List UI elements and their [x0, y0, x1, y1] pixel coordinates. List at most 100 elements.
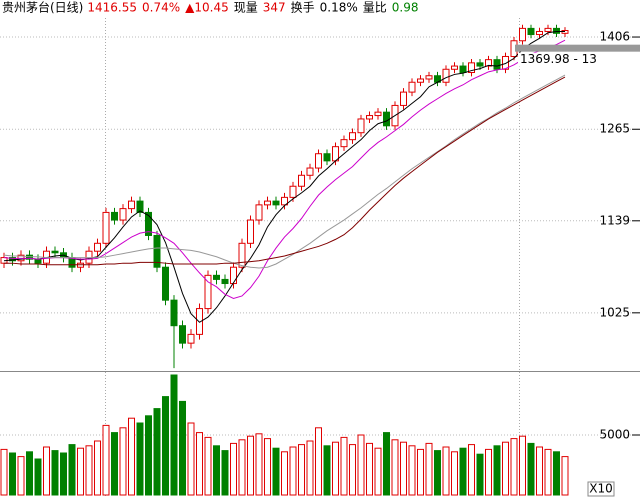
candle-body	[162, 266, 169, 301]
volume-bar	[434, 450, 441, 496]
volume-bar	[136, 422, 144, 496]
quote-field: ▲10.45	[185, 1, 229, 15]
candle-body	[383, 111, 390, 127]
volume-bar	[289, 446, 297, 496]
volume-bar	[553, 451, 560, 496]
candle-body	[230, 266, 237, 285]
candle-body	[204, 274, 212, 310]
volume-bar	[9, 452, 16, 496]
volume-bar	[298, 444, 305, 496]
volume-bar	[17, 456, 25, 496]
volume-bar	[374, 447, 382, 496]
candle-body	[179, 325, 186, 344]
volume-bar	[170, 374, 178, 496]
moving-average-line	[4, 76, 566, 266]
candle-body	[357, 118, 365, 134]
volume-bar	[442, 446, 450, 496]
candle-body	[366, 115, 373, 120]
volume-bar	[451, 451, 458, 496]
candle-body	[553, 27, 560, 34]
volume-bar	[85, 445, 93, 496]
volume-bar	[315, 427, 322, 496]
volume-bar	[391, 439, 399, 496]
candle-body	[102, 211, 110, 244]
candle-body	[34, 258, 42, 264]
volume-bar	[187, 422, 195, 496]
candle-body	[493, 59, 501, 70]
volume-bar	[128, 417, 135, 496]
volume-bar	[272, 447, 280, 496]
volume-bar	[561, 456, 569, 496]
candle-body	[323, 153, 331, 162]
volume-bar	[510, 438, 518, 496]
candle-body	[442, 68, 450, 83]
candle-body	[94, 242, 101, 252]
candle-body	[485, 59, 492, 67]
volume-bar	[102, 424, 110, 496]
y-tick-label: 5000	[599, 428, 630, 442]
volume-bar	[536, 446, 543, 496]
volume-bar	[366, 442, 373, 496]
candle-body	[119, 208, 127, 221]
volume-bar	[213, 445, 220, 496]
candle-body	[476, 62, 484, 67]
volume-bar	[306, 440, 314, 496]
quote-field: 0.98	[392, 1, 419, 15]
candle-body	[502, 55, 509, 70]
candle-body	[519, 27, 526, 42]
volume-bar	[94, 440, 101, 496]
volume-bar	[145, 415, 152, 496]
candle-body	[374, 111, 382, 117]
candle-body	[221, 278, 229, 285]
volume-bar	[476, 453, 484, 496]
volume-bar	[332, 441, 339, 496]
quote-field: 0.18%	[320, 1, 358, 15]
volume-unit: X10	[589, 482, 613, 496]
candle-body	[459, 65, 467, 73]
volume-bar	[493, 445, 501, 496]
quote-field: 量比	[363, 1, 387, 15]
annotation-box	[518, 52, 640, 67]
quote-field: 347	[263, 1, 286, 15]
candle-body	[187, 333, 195, 344]
candle-body	[400, 91, 407, 106]
volume-bar	[527, 442, 535, 496]
candle-body	[527, 27, 535, 36]
moving-average-line	[3, 30, 565, 323]
volume-bar	[544, 448, 552, 496]
volume-bar	[264, 438, 271, 496]
volume-bar	[77, 447, 84, 496]
annotation-bar	[515, 44, 640, 52]
volume-bar	[383, 432, 390, 496]
candle-body	[425, 75, 433, 80]
candle-body	[196, 308, 203, 335]
y-tick-label: 1406	[599, 30, 630, 44]
volume-bar	[204, 436, 212, 496]
volume-bar	[111, 432, 118, 496]
volume-bar	[247, 435, 254, 496]
candle-body	[340, 139, 348, 148]
annotation-label: 1369.98 - 13	[520, 52, 597, 66]
candle-body	[145, 211, 152, 236]
candle-body	[153, 234, 161, 268]
candle-body	[315, 153, 322, 169]
volume-bar	[179, 400, 186, 496]
candle-body	[238, 242, 246, 268]
candle-body	[9, 257, 16, 262]
volume-bar	[0, 448, 8, 496]
volume-bar	[196, 432, 203, 496]
volume-bar	[255, 433, 263, 496]
moving-average-line	[3, 39, 566, 300]
candle-body	[128, 200, 135, 210]
moving-average-line	[3, 74, 566, 269]
volume-bar	[221, 450, 229, 496]
quote-field: 现量	[234, 1, 258, 15]
candle-body	[544, 27, 552, 32]
volume-bar	[238, 439, 246, 496]
candle-body	[349, 132, 356, 141]
quote-field: 换手	[291, 1, 315, 15]
volume-bar	[425, 442, 433, 496]
candle-body	[417, 78, 424, 83]
unit-box	[587, 481, 615, 497]
candle-body	[298, 174, 305, 187]
